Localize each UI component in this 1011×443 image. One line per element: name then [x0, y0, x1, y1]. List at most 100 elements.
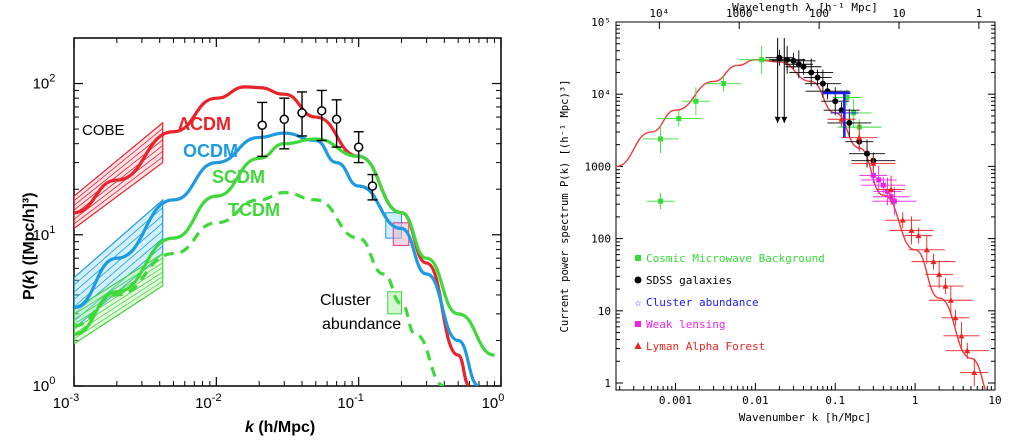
- x-tick-base: 10: [195, 395, 212, 412]
- x-tick-exp: 0: [498, 392, 504, 404]
- point-weaklensing: [884, 188, 890, 194]
- point-sdssgalaxies: [870, 157, 877, 164]
- cobe-lcdm-band-hatch: [74, 156, 163, 225]
- upper-limit-arrowhead: [774, 116, 781, 123]
- point-sdssgalaxies: [795, 61, 802, 68]
- x-tick-base: 10: [482, 395, 499, 412]
- data-point: [279, 114, 289, 125]
- top-tick-label: 10⁴: [649, 7, 669, 20]
- point-lymanalphaforest: [930, 258, 937, 265]
- x-tick-base: 10: [337, 395, 354, 412]
- legend-label-cosmicmicrowavebackground: Cosmic Microwave Background: [646, 252, 825, 265]
- left-y-axis-label: P(k) ([Mpc/h]³): [21, 192, 38, 300]
- x-tick-exp: -3: [69, 392, 79, 404]
- cobe-lcdm-band-hatch: [74, 133, 163, 206]
- right-model-curve: [616, 59, 987, 390]
- cobe-scdm-band-hatch: [74, 271, 163, 330]
- upper-limit-arrowhead: [781, 116, 788, 123]
- left-ylabel-main: P(: [21, 283, 38, 300]
- legend-label-sdssgalaxies: SDSS galaxies: [646, 274, 732, 287]
- cobe-ocdm-band-hatch: [74, 222, 163, 300]
- cobe-scdm-band-hatch: [74, 257, 163, 315]
- point-cosmicmicrowavebackground: [693, 98, 699, 104]
- y-tick-label: 1: [604, 377, 611, 390]
- right-plot-frame: [615, 21, 996, 391]
- point-lymanalphaforest: [952, 314, 959, 321]
- y-tick-exp: 1: [49, 224, 55, 236]
- point-lymanalphaforest: [915, 232, 922, 239]
- data-point: [331, 114, 342, 125]
- point-cosmicmicrowavebackground: [851, 110, 857, 116]
- data-point: [367, 181, 378, 191]
- point-lymanalphaforest: [923, 246, 930, 253]
- annotation-cluster: Cluster: [320, 292, 371, 309]
- left-plot-frame: [73, 37, 502, 387]
- x-tick-label: 0.001: [659, 394, 692, 407]
- x-tick-label: 100: [482, 392, 505, 412]
- cobe-ocdm-band-hatch: [74, 237, 163, 315]
- x-tick-exp: -1: [354, 392, 364, 404]
- y-tick-label: 1000: [585, 160, 612, 173]
- top-tick-label: 1: [976, 7, 983, 20]
- point-cosmicmicrowavebackground: [759, 57, 765, 63]
- point-lymanalphaforest: [888, 186, 895, 192]
- point-sdssgalaxies: [784, 56, 791, 63]
- y-tick-base: 10: [33, 76, 50, 93]
- annotation-cobe: COBE: [82, 122, 125, 139]
- y-tick-label: 100: [591, 233, 611, 246]
- top-tick-label: 100: [809, 7, 829, 20]
- x-tick-label: 10: [988, 394, 1001, 407]
- point-sdssgalaxies: [814, 74, 821, 81]
- point-cosmicmicrowavebackground: [844, 95, 850, 101]
- point-lymanalphaforest: [870, 160, 877, 166]
- right-y-axis-label: Current power spectrum P(k) [(h⁻¹ Mpc)³]: [559, 80, 571, 333]
- left-ylabel-k: k: [21, 274, 38, 284]
- point-lymanalphaforest: [856, 134, 863, 141]
- point-sdssgalaxies: [819, 80, 826, 87]
- y-tick-label: 100: [33, 375, 56, 395]
- legend-marker-clusterabundance: ☆: [635, 296, 642, 309]
- annotation-tcdm: TCDM: [228, 200, 280, 220]
- x-tick-label: 0.01: [742, 394, 769, 407]
- point-lymanalphaforest: [947, 297, 954, 303]
- annotation-lcdm: ΛCDM: [178, 114, 231, 134]
- point-cosmicmicrowavebackground: [721, 81, 727, 87]
- annotation-scdm: SCDM: [212, 167, 265, 187]
- y-tick-label: 101: [33, 224, 56, 244]
- data-point: [316, 106, 327, 116]
- left-xlabel-k: k: [245, 419, 255, 436]
- point-sdssgalaxies: [790, 57, 797, 64]
- point-weaklensing: [876, 177, 882, 183]
- point-sdssgalaxies: [824, 88, 831, 95]
- y-tick-base: 10: [33, 227, 50, 244]
- x-tick-label: 1: [912, 394, 919, 407]
- data-point: [257, 120, 267, 130]
- x-tick-label: 10-2: [195, 392, 221, 412]
- legend-label-weaklensing: Weak lensing: [646, 318, 725, 331]
- point-cosmicmicrowavebackground: [676, 116, 682, 122]
- x-tick-label: 10-1: [337, 392, 363, 412]
- point-cosmicmicrowavebackground: [856, 124, 862, 130]
- annotation-ocdm: OCDM: [183, 141, 238, 161]
- legend-marker-lymanalphaforest: [634, 342, 642, 349]
- annotation-abundance: abundance: [322, 316, 401, 333]
- point-sdssgalaxies: [776, 54, 783, 61]
- y-tick-label: 10: [598, 305, 611, 318]
- point-sdssgalaxies: [864, 150, 871, 157]
- series-line-scdm: [74, 137, 495, 357]
- point-lymanalphaforest: [958, 332, 965, 339]
- legend-label-clusterabundance: Cluster abundance: [646, 296, 759, 309]
- left-data-points: [257, 89, 378, 201]
- x-tick-base: 10: [53, 395, 70, 412]
- y-tick-label: 102: [33, 73, 56, 93]
- series-line-tcdm: [74, 191, 445, 386]
- point-lymanalphaforest: [971, 369, 978, 375]
- right-data-points: [642, 38, 990, 387]
- series-line-cdm: [74, 85, 471, 386]
- legend-marker-cosmicmicrowavebackground: [635, 255, 641, 261]
- y-tick-label: 10⁵: [591, 16, 611, 29]
- point-lymanalphaforest: [838, 116, 845, 122]
- y-tick-label: 10⁴: [591, 88, 611, 101]
- model-curve: [616, 59, 987, 390]
